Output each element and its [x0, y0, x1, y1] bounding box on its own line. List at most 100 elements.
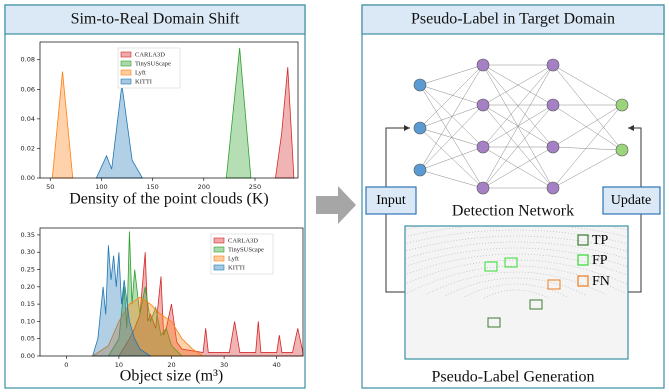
- edge: [419, 64, 484, 171]
- x-tick-label: 0: [64, 361, 68, 369]
- pseudo-box: [529, 299, 543, 310]
- input-box: [365, 186, 417, 215]
- legend-label: Lyft: [135, 69, 146, 76]
- x-tick-label: 30: [220, 361, 228, 369]
- edge: [419, 84, 484, 148]
- legend-swatch: [120, 51, 132, 58]
- y-tick-label: 0.00: [21, 352, 35, 360]
- y-tick-label: 0.02: [21, 144, 35, 152]
- edge: [482, 64, 554, 189]
- edge: [419, 84, 484, 189]
- y-tick-label: 0.00: [21, 174, 35, 182]
- legend-swatch: [213, 246, 225, 253]
- pseudo-box: [484, 261, 498, 272]
- scan-ring: [406, 253, 627, 276]
- legend-swatch: [213, 255, 225, 262]
- y-tick-label: 0.15: [21, 300, 35, 308]
- x-tick-label: 10: [115, 361, 123, 369]
- density-area: [92, 245, 152, 357]
- y-tick-label: 0.04: [21, 115, 35, 123]
- legend-label: TP: [592, 233, 609, 248]
- y-tick-label: 0.06: [21, 85, 35, 93]
- input-label: Input: [376, 193, 406, 208]
- density-area: [107, 231, 183, 357]
- legend-swatch: [120, 78, 132, 85]
- scan-ring: [426, 271, 606, 295]
- edge: [419, 127, 484, 189]
- legend-label: Lyft: [228, 255, 239, 262]
- edge: [419, 64, 484, 129]
- network-label: Detection Network: [452, 203, 574, 220]
- edge: [552, 64, 623, 151]
- edge: [552, 64, 623, 106]
- node: [615, 98, 629, 112]
- legend-label: TinySUScape: [228, 246, 264, 253]
- x-tick-label: 100: [95, 183, 107, 191]
- right-title: Pseudo-Label in Target Domain: [411, 11, 615, 28]
- edge: [552, 149, 623, 189]
- input-line: [385, 214, 405, 293]
- node: [615, 143, 629, 157]
- x-tick-label: 250: [249, 183, 261, 191]
- update-label: Update: [611, 193, 651, 208]
- y-tick-label: 0.25: [21, 266, 35, 274]
- edge: [552, 104, 623, 148]
- pseudo-box: [547, 279, 561, 290]
- y-tick-label: 0.08: [21, 56, 35, 64]
- y-tick-label: 0.05: [21, 335, 35, 343]
- edge: [419, 104, 484, 171]
- network: [413, 58, 629, 195]
- edge: [482, 64, 554, 106]
- y-tick-label: 0.30: [21, 248, 35, 256]
- node: [476, 98, 490, 112]
- tp-icon: [577, 234, 589, 246]
- update-line: [628, 213, 642, 293]
- x-tick-label: 50: [46, 183, 54, 191]
- edge: [552, 104, 623, 151]
- edge: [419, 84, 484, 106]
- legend-box: [117, 47, 181, 89]
- legend-swatch: [120, 60, 132, 67]
- edge: [482, 146, 554, 189]
- x-tick-label: 40: [273, 361, 281, 369]
- right-header: [361, 4, 665, 35]
- plot-frame: [39, 41, 299, 179]
- edge: [482, 104, 554, 189]
- x-axis-label: Density of the point clouds (K): [69, 191, 269, 208]
- edge: [552, 146, 623, 151]
- x-axis-label: Object size (m³): [120, 368, 223, 385]
- x-tick-label: 150: [146, 183, 158, 191]
- node: [476, 58, 490, 72]
- left-header: [4, 4, 306, 35]
- pseudo-label-legend: TP FP FN: [577, 233, 610, 289]
- legend-label: CARLA3D: [228, 237, 258, 244]
- legend-box: [210, 233, 274, 275]
- density-area: [118, 252, 304, 357]
- node: [413, 78, 427, 92]
- node: [413, 121, 427, 135]
- legend-swatch: [213, 237, 225, 244]
- node: [546, 140, 560, 154]
- edge: [482, 64, 554, 148]
- plot-frame: [39, 227, 304, 357]
- node: [413, 163, 427, 177]
- edge: [419, 64, 484, 86]
- legend-swatch: [213, 264, 225, 271]
- shift-arrow: [316, 186, 356, 224]
- left-title: Sim-to-Real Domain Shift: [71, 11, 240, 28]
- generation-label: Pseudo-Label Generation: [431, 369, 594, 386]
- fp-icon: [577, 254, 589, 266]
- update-arrow: [628, 125, 642, 188]
- y-tick-label: 0.35: [21, 231, 35, 239]
- legend-label: TinySUScape: [135, 60, 171, 67]
- edge: [419, 146, 484, 171]
- legend-label: KITTI: [228, 264, 245, 271]
- point-cloud: [406, 227, 627, 328]
- pseudo-box: [487, 317, 501, 328]
- density-area: [91, 296, 205, 357]
- x-tick-label: 200: [198, 183, 210, 191]
- node: [476, 140, 490, 154]
- node: [546, 58, 560, 72]
- legend-label: KITTI: [135, 78, 152, 85]
